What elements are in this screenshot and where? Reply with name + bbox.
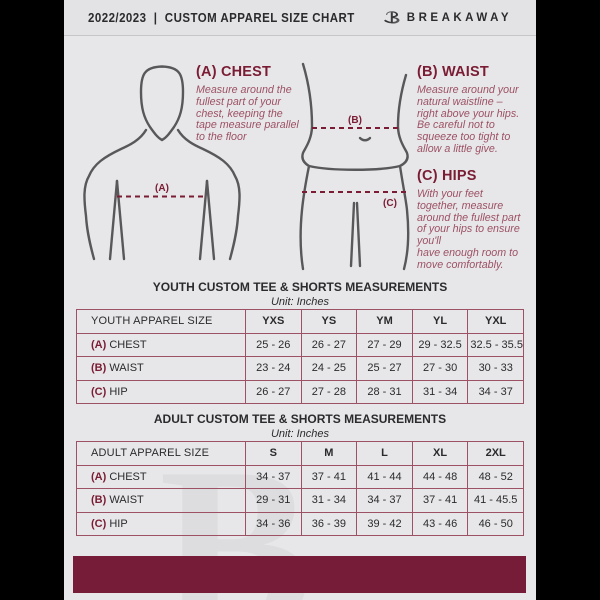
svg-text:(A): (A) xyxy=(155,183,169,194)
svg-text:(C): (C) xyxy=(383,198,397,209)
svg-text:(B): (B) xyxy=(348,115,362,126)
